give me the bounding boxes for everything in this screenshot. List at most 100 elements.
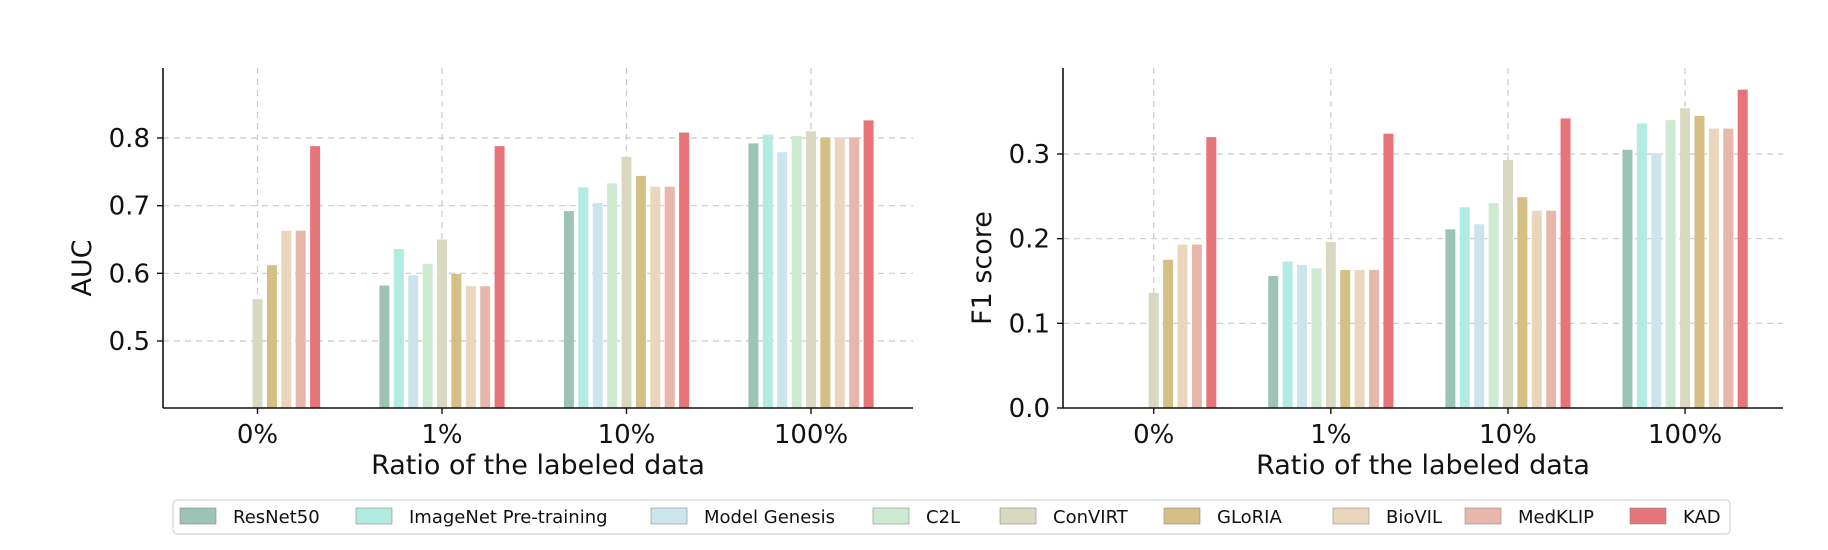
legend-label: MedKLIP bbox=[1518, 507, 1594, 528]
bar-gloria-0 bbox=[266, 265, 277, 408]
legend-label: C2L bbox=[926, 507, 960, 528]
bar-medklip-10 bbox=[1546, 210, 1557, 408]
bar-biovil-100 bbox=[1708, 128, 1719, 408]
legend-item-resnet50: ResNet50 bbox=[179, 507, 320, 528]
bar-model-genesis-10 bbox=[1474, 224, 1485, 408]
bar-c2l-1 bbox=[422, 263, 433, 408]
x-tick-label: 1% bbox=[421, 420, 462, 450]
bar-biovil-1 bbox=[465, 286, 476, 408]
bar-imagenet-pre-training-1 bbox=[1282, 261, 1293, 408]
legend-swatch bbox=[872, 507, 910, 525]
bar-model-genesis-10 bbox=[592, 202, 603, 408]
x-tick-label: 100% bbox=[1648, 420, 1722, 450]
legend: ResNet50 ImageNet Pre-training Model Genes… bbox=[172, 499, 1731, 535]
legend-label: Model Genesis bbox=[704, 507, 835, 528]
bar-gloria-10 bbox=[1517, 197, 1528, 408]
legend-label: BioVIL bbox=[1386, 507, 1442, 528]
x-tick-label: 10% bbox=[598, 420, 656, 450]
bar-kad-0 bbox=[310, 146, 321, 408]
bar-kad-10 bbox=[1560, 118, 1571, 408]
legend-swatch bbox=[1629, 507, 1667, 525]
legend-item-medklip: MedKLIP bbox=[1464, 507, 1594, 528]
y-tick-label: 0.8 bbox=[109, 124, 150, 154]
legend-label: ImageNet Pre-training bbox=[409, 507, 608, 528]
bar-medklip-10 bbox=[664, 186, 675, 408]
bar-resnet50-1 bbox=[379, 285, 390, 408]
legend-swatch bbox=[999, 507, 1037, 525]
x-tick-label: 0% bbox=[1133, 420, 1174, 450]
bar-resnet50-100 bbox=[1622, 149, 1633, 408]
y-axis-label: F1 score bbox=[967, 211, 998, 325]
bar-biovil-1 bbox=[1354, 269, 1365, 408]
bar-biovil-100 bbox=[834, 137, 845, 408]
legend-item-c2l: C2L bbox=[872, 507, 960, 528]
bar-convirt-0 bbox=[252, 299, 263, 408]
bar-medklip-0 bbox=[295, 230, 306, 408]
bar-convirt-1 bbox=[437, 239, 447, 408]
bar-biovil-0 bbox=[281, 230, 292, 408]
bar-convirt-100 bbox=[806, 131, 816, 408]
x-axis-label: Ratio of the labeled data bbox=[1256, 450, 1590, 481]
legend-swatch bbox=[650, 507, 688, 525]
bar-model-genesis-1 bbox=[1297, 264, 1308, 408]
bar-kad-1 bbox=[1383, 133, 1394, 408]
bar-imagenet-pre-training-1 bbox=[393, 248, 404, 408]
bar-convirt-1 bbox=[1325, 242, 1336, 408]
bar-kad-1 bbox=[494, 146, 505, 408]
bar-imagenet-pre-training-100 bbox=[1636, 123, 1647, 409]
auc-chart-panel: 0.5 0.6 0.7 0.8 0% 1% 10% 100% Ratio of the labe… bbox=[67, 68, 913, 481]
x-axis-label: Ratio of the labeled data bbox=[371, 450, 705, 481]
bar-resnet50-1 bbox=[1268, 275, 1279, 408]
bar-kad-100 bbox=[1737, 89, 1748, 409]
bar-convirt-100 bbox=[1680, 108, 1691, 408]
bar-gloria-0 bbox=[1163, 259, 1174, 408]
legend-label: KAD bbox=[1683, 507, 1721, 528]
bar-model-genesis-1 bbox=[408, 275, 419, 408]
legend-swatch bbox=[1464, 507, 1502, 525]
bar-imagenet-pre-training-100 bbox=[762, 134, 773, 408]
bar-medklip-1 bbox=[480, 286, 491, 408]
bar-convirt-10 bbox=[1502, 159, 1513, 408]
legend-label: ResNet50 bbox=[233, 507, 320, 528]
legend-item-gloria: GLoRIA bbox=[1163, 507, 1282, 528]
y-tick-label: 0.5 bbox=[109, 327, 150, 357]
bar-kad-10 bbox=[679, 132, 690, 408]
bar-kad-0 bbox=[1206, 137, 1217, 409]
y-tick-label: 0.1 bbox=[1009, 309, 1050, 339]
bar-c2l-10 bbox=[1488, 203, 1499, 408]
bar-imagenet-pre-training-10 bbox=[578, 187, 589, 408]
bar-biovil-10 bbox=[1531, 210, 1542, 408]
bar-gloria-1 bbox=[451, 274, 462, 408]
x-tick-label: 10% bbox=[1479, 420, 1537, 450]
bar-model-genesis-100 bbox=[777, 152, 788, 408]
bar-kad-100 bbox=[863, 120, 874, 408]
bar-gloria-1 bbox=[1340, 269, 1351, 408]
bar-c2l-100 bbox=[791, 135, 802, 408]
legend-item-imagenet-pre-training: ImageNet Pre-training bbox=[355, 507, 608, 528]
bar-medklip-1 bbox=[1369, 269, 1380, 408]
legend-swatch bbox=[1163, 507, 1201, 525]
legend-swatch bbox=[179, 507, 217, 525]
y-axis-label: AUC bbox=[67, 239, 98, 296]
legend-item-model-genesis: Model Genesis bbox=[650, 507, 835, 528]
bar-biovil-10 bbox=[650, 186, 661, 408]
bar-resnet50-10 bbox=[563, 211, 574, 408]
legend-item-convirt: ConVIRT bbox=[999, 507, 1129, 528]
bar-resnet50-10 bbox=[1445, 229, 1456, 408]
bar-c2l-1 bbox=[1311, 268, 1322, 408]
bar-gloria-10 bbox=[635, 175, 646, 408]
bar-convirt-0 bbox=[1148, 292, 1159, 408]
bar-c2l-100 bbox=[1665, 120, 1676, 408]
bar-c2l-10 bbox=[607, 183, 618, 408]
bar-model-genesis-100 bbox=[1651, 153, 1662, 408]
bar-gloria-100 bbox=[820, 137, 831, 408]
y-tick-label: 0.2 bbox=[1009, 225, 1050, 255]
x-tick-label: 1% bbox=[1310, 420, 1351, 450]
bar-imagenet-pre-training-10 bbox=[1459, 207, 1470, 408]
legend-swatch bbox=[1332, 507, 1370, 525]
y-tick-label: 0.0 bbox=[1009, 394, 1050, 424]
legend-item-kad: KAD bbox=[1629, 507, 1721, 528]
bar-medklip-100 bbox=[849, 137, 860, 408]
y-tick-label: 0.3 bbox=[1009, 140, 1050, 170]
